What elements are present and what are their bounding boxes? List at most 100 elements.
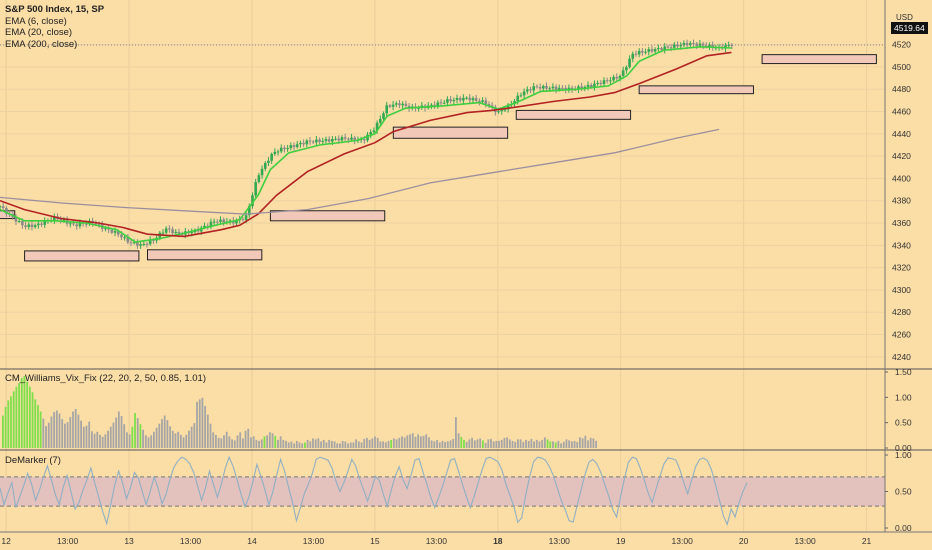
- candle-body: [474, 98, 478, 101]
- vix-bar: [188, 430, 190, 448]
- candle-body: [107, 228, 110, 230]
- vix-bar: [366, 437, 368, 448]
- candle-body: [37, 223, 40, 226]
- vix-bar: [395, 439, 398, 448]
- vix-bar: [557, 440, 560, 448]
- price-tick-label: 4280: [892, 307, 911, 317]
- vix-bar: [584, 435, 587, 448]
- vix-bar: [126, 432, 128, 448]
- vix-bar: [107, 430, 109, 448]
- vix-bar: [503, 437, 506, 448]
- candle-body: [535, 86, 539, 88]
- vix-bar: [487, 439, 490, 448]
- candle-body: [663, 46, 667, 50]
- candle-body: [171, 229, 174, 234]
- price-tick-label: 4380: [892, 196, 911, 206]
- candle-body: [685, 42, 689, 46]
- vix-bar: [449, 440, 452, 448]
- candle-body: [321, 140, 325, 142]
- vix-bar: [26, 381, 29, 448]
- candle-body: [516, 95, 520, 102]
- vix-bar: [244, 430, 247, 448]
- vix-bar: [549, 441, 552, 448]
- candle-body: [382, 113, 385, 120]
- vix-bar: [401, 436, 403, 448]
- vix-bar: [398, 437, 401, 448]
- candle-body: [24, 225, 27, 227]
- candle-body: [653, 49, 657, 52]
- candle-body: [673, 44, 676, 48]
- candle-body: [318, 139, 321, 142]
- zone-box: [761, 54, 877, 65]
- chart-title: S&P 500 Index, 15, SP: [5, 4, 105, 15]
- candle-body: [554, 86, 558, 90]
- candle-body: [139, 244, 142, 246]
- vix-tick-label: 0.00: [895, 443, 912, 453]
- price-tick-label: 4260: [892, 330, 911, 340]
- vix-bar: [306, 439, 309, 448]
- candle-body: [593, 83, 596, 88]
- candle-body: [17, 220, 21, 222]
- vix-bar: [541, 439, 544, 448]
- vix-bar: [163, 415, 166, 448]
- candle-body: [129, 242, 133, 244]
- candle-body: [331, 139, 334, 142]
- vix-bar: [23, 376, 26, 448]
- candle-body: [666, 46, 670, 48]
- candle-body: [727, 44, 730, 46]
- vix-bar: [255, 439, 258, 448]
- vix-bar: [128, 434, 131, 448]
- candle-body: [241, 219, 245, 221]
- vix-bar: [115, 417, 118, 448]
- vix-bar: [252, 436, 255, 448]
- candle-body: [385, 105, 388, 114]
- price-tick-label: 4420: [892, 151, 911, 161]
- candle-body: [219, 219, 222, 222]
- vix-bar: [274, 435, 277, 448]
- candle-body: [289, 145, 293, 149]
- time-tick-label: 13:00: [57, 536, 79, 546]
- candle-body: [417, 107, 420, 109]
- vix-bar: [460, 436, 463, 448]
- candle-body: [177, 231, 181, 235]
- vix-bar: [139, 424, 142, 448]
- vix-bar: [263, 436, 266, 448]
- vix-bar: [339, 443, 341, 448]
- candle-body: [634, 53, 638, 55]
- vix-bar: [169, 426, 171, 448]
- vix-bar: [290, 441, 293, 448]
- vix-bar: [344, 441, 347, 448]
- vix-bar: [50, 416, 53, 448]
- vix-bar: [177, 431, 180, 448]
- vix-bar: [438, 442, 441, 448]
- vix-bar: [268, 432, 271, 448]
- vix-bar: [309, 441, 312, 448]
- vix-bar: [508, 439, 511, 448]
- candle-body: [631, 53, 635, 59]
- candle-body: [350, 137, 353, 140]
- candle-body: [669, 47, 673, 49]
- candle-body: [5, 208, 8, 214]
- vix-bar: [182, 437, 185, 448]
- candle-body: [78, 222, 82, 227]
- vix-bar: [69, 417, 72, 448]
- vix-bar: [576, 441, 579, 448]
- candle-body: [689, 43, 692, 46]
- vix-bar: [363, 438, 366, 448]
- vix-bar: [554, 442, 557, 448]
- candle-body: [375, 122, 379, 131]
- zones-layer: [0, 54, 877, 262]
- vix-bar: [392, 438, 395, 448]
- price-tick-label: 4480: [892, 84, 911, 94]
- vix-bar: [465, 441, 468, 448]
- candle-body: [369, 132, 373, 135]
- candle-body: [557, 87, 561, 90]
- candle-body: [586, 84, 590, 87]
- candle-body: [1, 206, 5, 209]
- vix-bar: [484, 442, 487, 448]
- candle-body: [647, 49, 651, 52]
- price-tick-label: 4320: [892, 263, 911, 273]
- ema200-line: [0, 128, 720, 215]
- vix-bar: [144, 435, 147, 448]
- candle-body: [123, 237, 126, 239]
